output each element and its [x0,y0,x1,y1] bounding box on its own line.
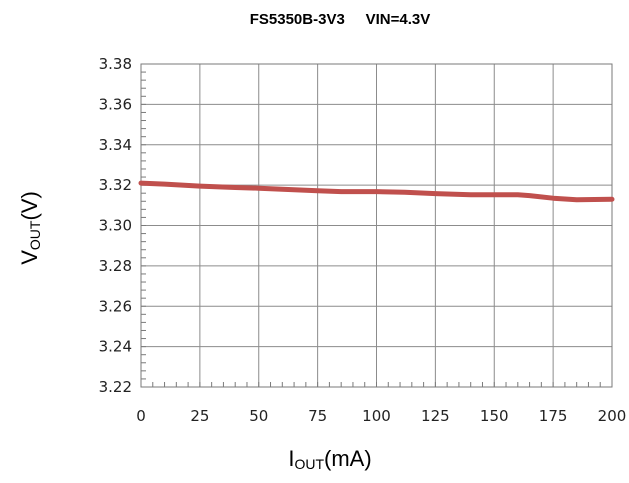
x-tick-label: 0 [136,407,146,425]
y-tick-label: 3.28 [99,257,132,275]
x-tick-label: 50 [249,407,268,425]
y-axis-label: VOUT(V) [17,191,43,265]
y-tick-label: 3.32 [99,176,132,194]
y-tick-label: 3.26 [99,297,132,315]
y-tick-label: 3.34 [99,136,132,154]
y-tick-label: 3.24 [99,338,132,356]
y-tick-label: 3.22 [99,378,132,396]
y-axis-label-unit: (V) [17,191,42,220]
x-tick-label: 125 [421,407,450,425]
x-tick-label: 150 [480,407,509,425]
x-axis-label-main: I [288,446,294,471]
y-tick-labels: 3.38 3.36 3.34 3.32 3.30 3.28 3.26 3.24 3.22 [99,55,132,396]
x-axis-label-sub: OUT [294,456,324,472]
x-tick-label: 200 [598,407,627,425]
series-line [138,180,615,203]
chart-title: FS5350B-3V3 VIN=4.3V [250,11,431,28]
x-axis-label-unit: (mA) [324,446,372,471]
y-tick-label: 3.30 [99,217,132,235]
series-group [138,180,615,203]
x-tick-label: 175 [539,407,568,425]
grid [140,63,613,388]
y-axis-label-main: V [17,250,42,265]
x-tick-label: 75 [308,407,327,425]
x-tick-label: 100 [362,407,391,425]
x-axis-label: IOUT(mA) [288,446,371,472]
x-tick-labels: 0 25 50 75 100 125 150 175 200 [136,407,626,425]
minor-ticks [140,63,613,388]
x-tick-label: 25 [190,407,209,425]
y-tick-label: 3.38 [99,55,132,73]
y-tick-label: 3.36 [99,95,132,113]
y-axis-label-sub: OUT [27,220,43,250]
